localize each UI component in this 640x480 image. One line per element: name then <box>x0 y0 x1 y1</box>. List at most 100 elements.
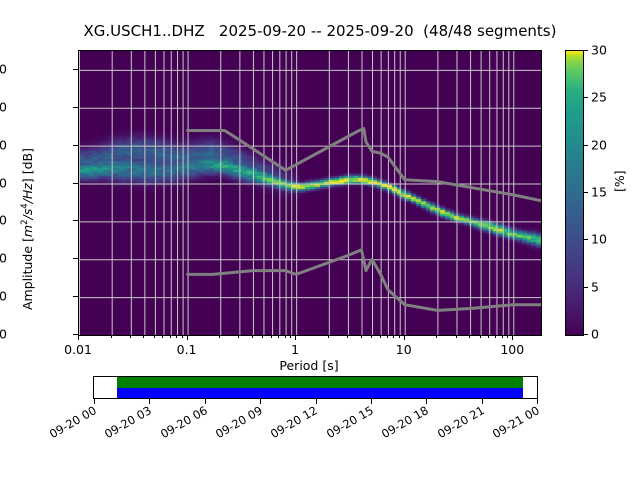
x-tick <box>262 335 264 338</box>
x-tick-label: 1 <box>291 342 300 357</box>
x-axis-title: Period [s] <box>279 358 339 373</box>
colorbar-tick-label: 15 <box>591 184 607 200</box>
x-tick <box>386 335 388 338</box>
y-tick-label: −60 <box>0 61 7 77</box>
x-tick <box>479 335 481 338</box>
y-tick <box>73 258 78 260</box>
y-tick-label: −100 <box>0 137 7 153</box>
x-tick <box>238 335 240 338</box>
colorbar-tick <box>583 144 588 146</box>
colorbar-tick-label: 5 <box>591 279 599 295</box>
x-tick <box>219 335 221 338</box>
x-tick <box>398 335 400 338</box>
x-tick <box>176 335 178 338</box>
y-tick <box>73 334 78 335</box>
x-tick <box>327 335 329 338</box>
x-tick <box>455 335 457 338</box>
timeline-tick-label: 09-20 03 <box>102 403 155 442</box>
x-axis: 0.01 0.1 1 10 100 <box>64 335 541 365</box>
timeline-tick <box>204 399 206 404</box>
x-tick <box>393 335 395 338</box>
y-tick <box>73 106 78 108</box>
colorbar-tick-label: 0 <box>591 326 599 342</box>
y-tick <box>73 182 78 184</box>
ppsd-plot-area <box>79 51 541 335</box>
colorbar-tick <box>583 286 588 288</box>
x-tick-label: 0.1 <box>176 342 197 357</box>
timeline-tick-label: 09-20 12 <box>268 403 321 442</box>
y-tick-label: −200 <box>0 326 7 342</box>
colorbar-tick-label: 30 <box>591 42 607 58</box>
y-tick-label: −120 <box>0 175 7 191</box>
timeline-tick <box>370 399 372 404</box>
x-tick <box>436 335 438 338</box>
timeline-tick <box>481 399 483 404</box>
timeline-tick-label: 09-20 00 <box>46 403 99 442</box>
y-tick-label: −140 <box>0 212 7 228</box>
x-tick <box>360 335 362 338</box>
timeline-tick <box>315 399 317 404</box>
timeline-tick <box>260 399 262 404</box>
y-tick-label: −180 <box>0 288 7 304</box>
timeline-tick-label: 09-20 15 <box>323 403 376 442</box>
x-tick <box>495 335 497 338</box>
x-tick-label: 10 <box>395 342 412 357</box>
x-tick <box>251 335 253 338</box>
x-tick <box>186 335 188 340</box>
x-tick <box>488 335 490 338</box>
x-tick <box>169 335 171 338</box>
x-tick <box>501 335 503 338</box>
y-tick-label: −160 <box>0 250 7 266</box>
colorbar-tick-label: 25 <box>591 89 607 105</box>
x-tick <box>295 335 297 340</box>
x-tick <box>469 335 471 338</box>
x-tick <box>512 335 514 340</box>
x-tick <box>78 335 79 340</box>
x-tick <box>284 335 286 338</box>
y-tick <box>73 296 78 298</box>
x-tick <box>110 335 112 338</box>
x-tick <box>379 335 381 338</box>
x-tick <box>290 335 292 338</box>
noise-model-curves <box>186 127 541 312</box>
x-tick <box>271 335 273 338</box>
timeline-tick-label: 09-20 18 <box>379 403 431 442</box>
timeline-tick-label: 09-20 06 <box>157 403 210 442</box>
x-tick <box>143 335 145 338</box>
timeline-tick-label: 09-20 09 <box>213 403 265 442</box>
colorbar-tick <box>583 192 588 193</box>
figure-title: XG.USCH1..DHZ 2025-09-20 -- 2025-09-20 (… <box>83 22 557 40</box>
timeline-tick-label: 09-21 00 <box>489 403 542 442</box>
colorbar-ticks: 0 5 10 15 20 25 30 <box>583 0 640 480</box>
colorbar-tick <box>583 239 588 241</box>
data-coverage-strip <box>93 376 538 399</box>
x-tick <box>278 335 280 338</box>
ppsd-axes <box>78 50 542 336</box>
colorbar-tick <box>583 50 588 51</box>
y-tick <box>73 220 78 222</box>
y-tick <box>73 68 78 70</box>
x-tick-label: 0.01 <box>64 342 92 357</box>
timeline-tick <box>537 399 538 404</box>
x-tick-label: 100 <box>500 342 525 357</box>
y-tick-label: −80 <box>0 99 7 115</box>
colorbar <box>565 50 584 336</box>
x-tick <box>371 335 373 338</box>
psd-histogram-canvas <box>79 51 541 335</box>
timeline-tick <box>426 399 428 404</box>
colorbar-tick <box>583 97 588 99</box>
coverage-bar-green <box>117 377 523 388</box>
timeline-tick-label: 09-20 21 <box>434 403 487 442</box>
colorbar-tick-label: 20 <box>591 137 607 153</box>
timeline-tick <box>94 399 95 404</box>
x-tick <box>162 335 164 338</box>
x-tick <box>153 335 155 338</box>
colorbar-tick-label: 10 <box>591 231 607 247</box>
y-axis: −60 −80 −100 −120 −140 −160 −180 −200 <box>0 0 79 480</box>
x-tick <box>507 335 509 338</box>
x-tick <box>403 335 405 340</box>
colorbar-tick <box>583 334 588 335</box>
x-tick <box>129 335 131 338</box>
timeline-tick <box>149 399 151 404</box>
